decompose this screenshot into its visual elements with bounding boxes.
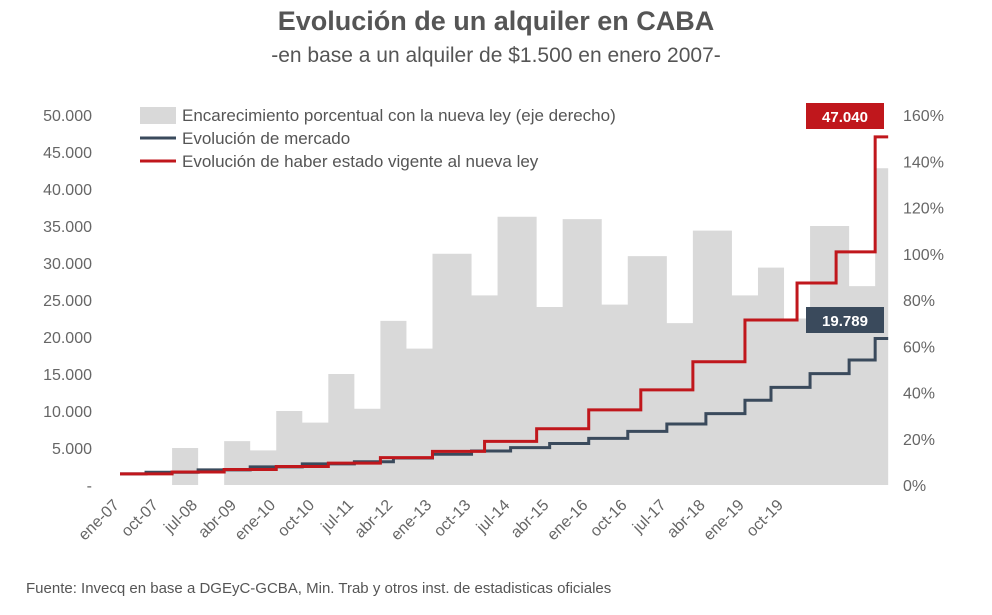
x-axis-tick-label: oct-07 — [118, 497, 162, 541]
x-axis-tick-label: oct-13 — [431, 497, 475, 541]
x-axis-tick-label: ene-16 — [544, 497, 591, 544]
callout-label: 19.789 — [822, 313, 868, 330]
source-note: Fuente: Invecq en base a DGEyC-GCBA, Min… — [26, 580, 612, 597]
legend-label: Evolución de mercado — [182, 129, 350, 148]
right-axis-tick-label: 40% — [903, 386, 935, 403]
left-axis-tick-label: 15.000 — [43, 367, 92, 384]
right-axis-tick-label: 80% — [903, 293, 935, 310]
left-axis-tick-label: 50.000 — [43, 108, 92, 125]
right-axis-tick-label: 160% — [903, 108, 944, 125]
x-axis-tick-label: jul-17 — [629, 497, 669, 537]
callout-label: 47.040 — [822, 109, 868, 126]
legend-swatch-area — [140, 107, 176, 124]
chart-subtitle: -en base a un alquiler de $1.500 en ener… — [271, 44, 721, 67]
x-axis-tick-label: ene-19 — [701, 497, 748, 544]
area-series-layer — [120, 168, 889, 485]
right-axis-tick-label: 0% — [903, 478, 926, 495]
left-axis-tick-label: 5.000 — [52, 441, 92, 458]
x-axis-tick-label: oct-19 — [743, 497, 787, 541]
x-axis-tick-label: oct-16 — [587, 497, 631, 541]
line-series-layer — [120, 135, 889, 476]
left-axis-tick-label: 20.000 — [43, 330, 92, 347]
right-axis-tick-label: 60% — [903, 339, 935, 356]
right-axis-tick-label: 120% — [903, 201, 944, 218]
callout-box — [806, 103, 884, 129]
right-axis-tick-label: 140% — [903, 154, 944, 171]
left-axis-tick-label: 45.000 — [43, 145, 92, 162]
callout-box — [806, 307, 884, 333]
x-axis-tick-label: ene-10 — [232, 497, 279, 544]
left-axis-tick-label: 35.000 — [43, 219, 92, 236]
line-series-nueva-ley — [120, 135, 889, 476]
left-axis-tick-label: - — [87, 478, 92, 495]
x-axis-tick-label: jul-14 — [473, 497, 513, 537]
x-axis-tick-label: ene-07 — [76, 497, 123, 544]
area-series-encarecimiento — [120, 168, 889, 485]
x-axis-tick-label: jul-08 — [161, 497, 201, 537]
left-axis-tick-label: 40.000 — [43, 182, 92, 199]
left-axis-tick-label: 30.000 — [43, 256, 92, 273]
chart-title: Evolución de un alquiler en CABA — [277, 6, 715, 36]
left-axis-tick-label: 10.000 — [43, 404, 92, 421]
legend-label: Evolución de haber estado vigente al nue… — [182, 152, 539, 171]
right-axis-tick-label: 20% — [903, 432, 935, 449]
left-axis-tick-label: 25.000 — [43, 293, 92, 310]
right-axis-tick-label: 100% — [903, 247, 944, 264]
legend-label: Encarecimiento porcentual con la nueva l… — [182, 106, 616, 125]
x-axis-tick-label: ene-13 — [388, 497, 435, 544]
callouts: 47.040 19.789 — [806, 103, 884, 333]
left-axis-ticks: - 5.000 10.000 15.000 20.000 25.000 30.000 35.0… — [43, 108, 92, 495]
right-axis-ticks: 0% 20% 40% 60% 80% 100% 120% 140% 160% — [903, 108, 944, 495]
legend: Encarecimiento porcentual con la nueva l… — [140, 106, 616, 171]
x-axis-tick-label: oct-10 — [275, 497, 319, 541]
